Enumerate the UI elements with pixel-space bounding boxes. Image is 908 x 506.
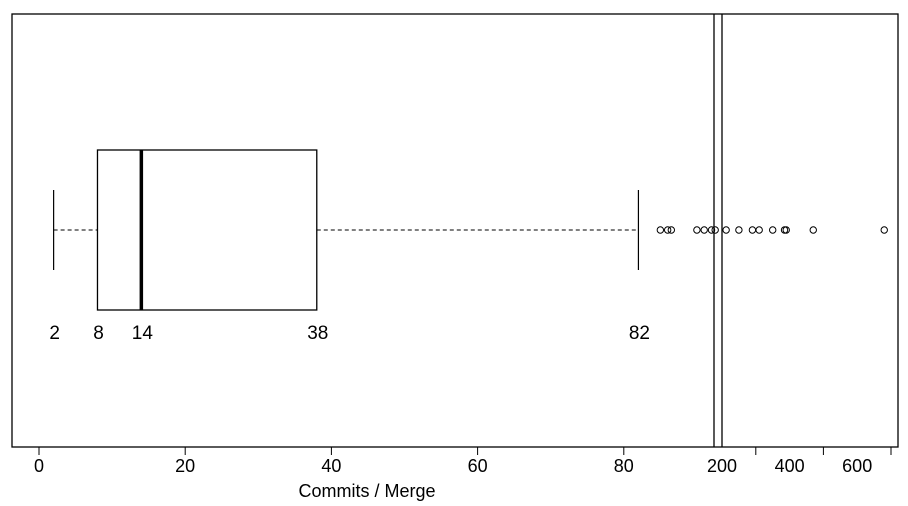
x-tick-label: 600 [842, 456, 872, 476]
outlier-point [722, 226, 730, 234]
x-tick-label: 200 [707, 456, 737, 476]
outlier-point [667, 226, 676, 234]
outlier-point [707, 226, 716, 234]
stat-label: 14 [132, 323, 154, 344]
box-group [53, 149, 640, 311]
outlier-point [880, 226, 888, 234]
stat-label: 8 [93, 323, 104, 344]
outlier-point [735, 226, 743, 234]
stat-label: 2 [49, 323, 60, 344]
x-tick-label: 40 [321, 456, 341, 476]
outlier-point [700, 226, 708, 234]
x-tick-label: 20 [175, 456, 195, 476]
outlier-point [782, 226, 790, 234]
plot-frame [11, 13, 899, 448]
stat-label: 38 [307, 323, 328, 344]
x-tick-label: 400 [775, 456, 805, 476]
x-tick-label: 0 [34, 456, 44, 476]
stat-labels: 2 8 14 38 82 [49, 323, 650, 344]
outlier-point [656, 226, 665, 234]
x-tick-label: 80 [614, 456, 634, 476]
outlier-point [711, 226, 719, 234]
stat-label: 82 [629, 323, 650, 344]
outlier-point [769, 226, 777, 234]
outlier-point [663, 226, 672, 234]
outlier-point [755, 226, 763, 234]
outlier-point [693, 226, 701, 234]
axis-break [713, 14, 723, 447]
iqr-box [96, 149, 318, 311]
x-axis-title: Commits / Merge [298, 481, 435, 501]
x-axis: 0 20 40 60 80 200 400 600 [34, 447, 892, 476]
outlier-point [748, 226, 757, 234]
outlier-point [809, 226, 817, 234]
outliers [656, 226, 888, 234]
x-tick-label: 60 [468, 456, 488, 476]
